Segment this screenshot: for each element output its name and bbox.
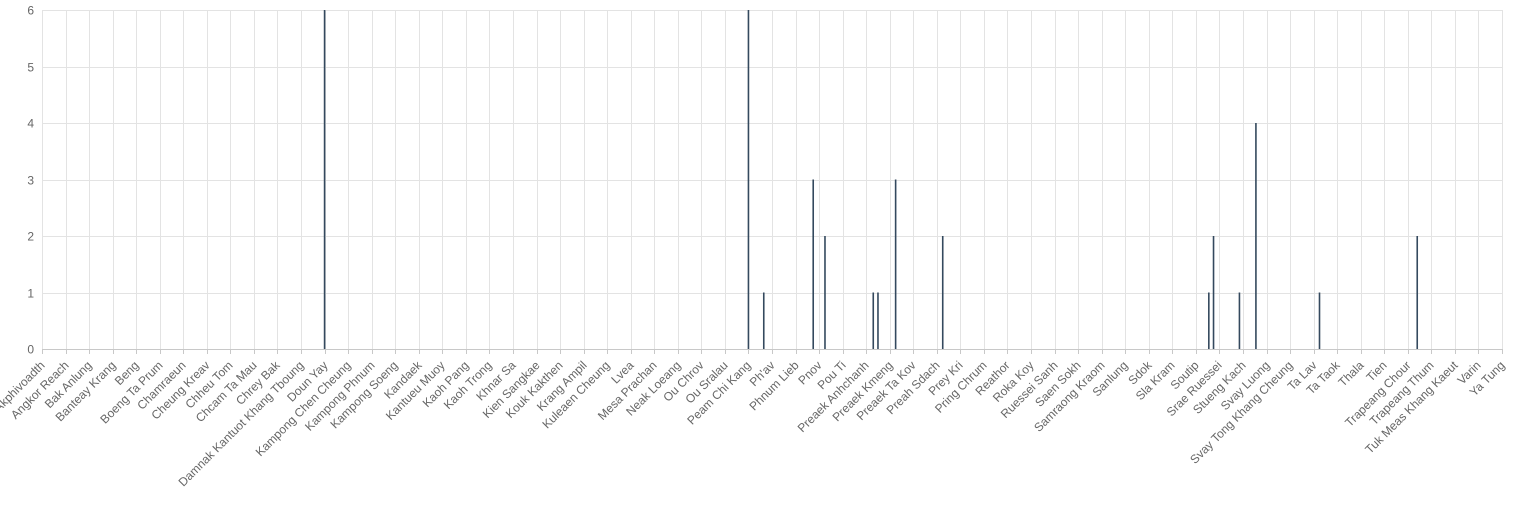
bar	[872, 292, 875, 349]
bar	[877, 292, 879, 349]
y-tick-label: 5	[27, 61, 34, 75]
bar	[1238, 292, 1241, 349]
bar	[894, 179, 897, 349]
y-tick-label: 6	[27, 4, 34, 18]
bar	[323, 10, 326, 349]
bar	[747, 10, 750, 349]
bar	[812, 179, 815, 349]
bar	[1416, 236, 1419, 349]
bar	[1255, 123, 1257, 349]
bar	[1208, 292, 1210, 349]
bar	[941, 236, 944, 349]
bar	[824, 236, 826, 349]
bar	[1212, 236, 1215, 349]
x-tick-label: Thala	[1335, 358, 1366, 389]
y-tick-label: 0	[27, 343, 34, 357]
y-tick-label: 3	[27, 174, 34, 188]
y-tick-label: 2	[27, 230, 34, 244]
bar	[762, 292, 765, 349]
bar	[1318, 292, 1321, 349]
y-tick-label: 4	[27, 117, 34, 131]
y-tick-label: 1	[27, 287, 34, 301]
